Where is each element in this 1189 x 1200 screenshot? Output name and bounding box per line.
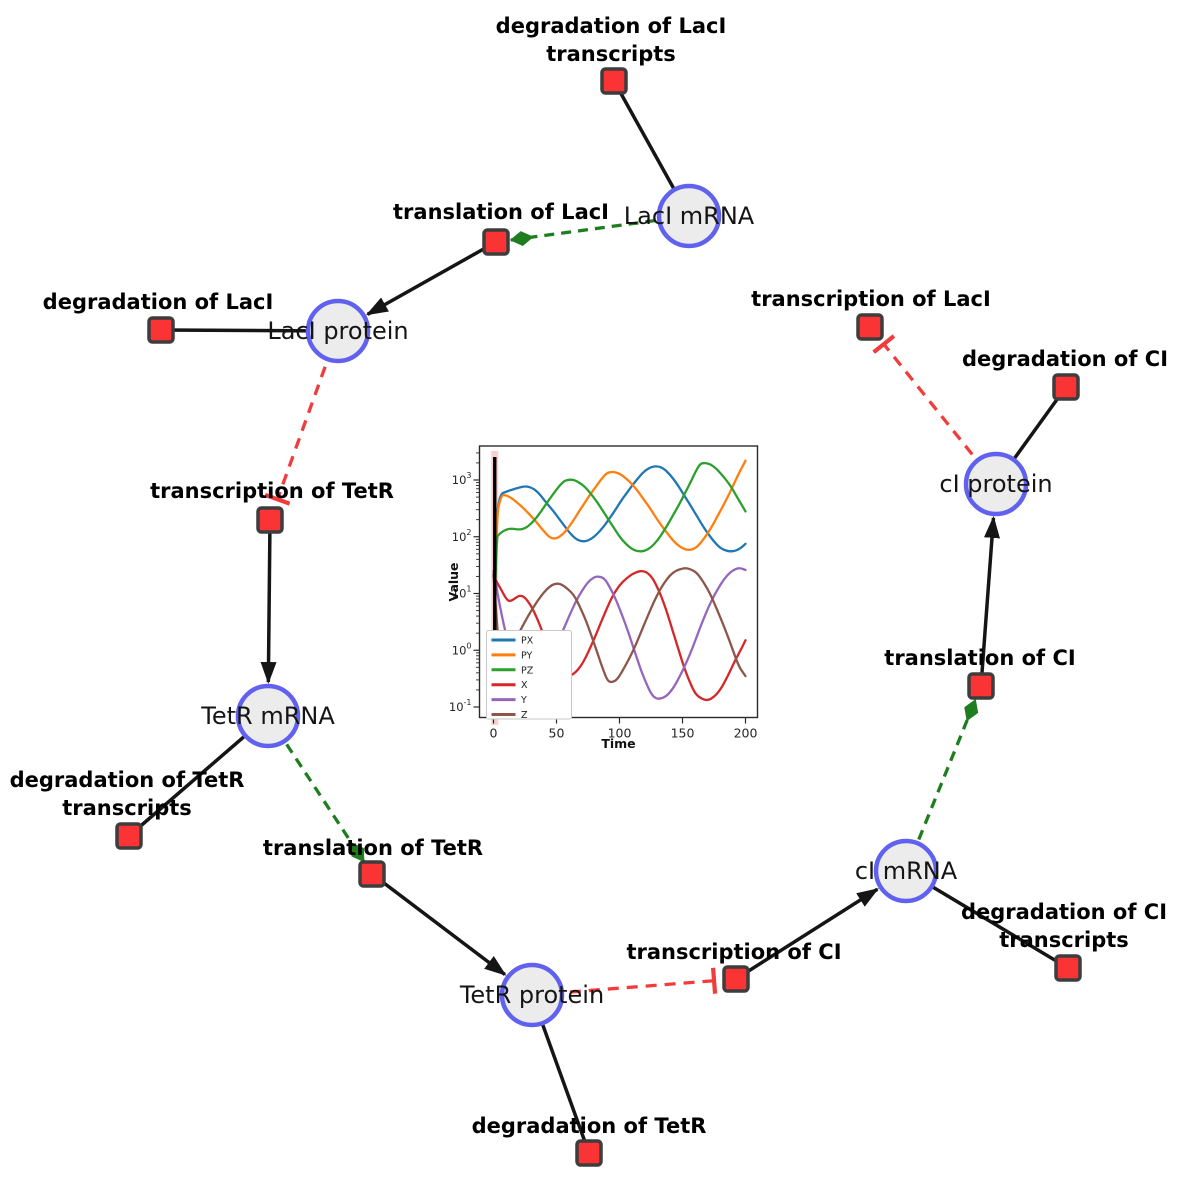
series-X [492, 569, 747, 702]
series-Z [492, 567, 747, 684]
x-tick-label: 0 [490, 726, 498, 741]
edge-translation_tetr-tetr_protein-arrow [370, 872, 507, 976]
series-PZ [492, 461, 747, 664]
legend-label-X: X [521, 680, 528, 691]
legend-label-Z: Z [521, 710, 528, 721]
reaction-label-deg_laci_tr-line1: degradation of LacI [496, 14, 727, 38]
reaction-label-translation_laci: translation of LacI [393, 200, 609, 224]
label-layer: LacI mRNA LacI protein TetR mRNA TetR prote… [10, 14, 1168, 1138]
reaction-node-transcription_tetr[interactable] [256, 506, 284, 534]
reaction-node-deg_tetr_tr[interactable] [115, 822, 143, 850]
legend-label-PY: PY [521, 650, 533, 661]
legend-label-PZ: PZ [521, 665, 534, 676]
species-node-ci_protein[interactable] [963, 451, 1029, 517]
species-node-laci_mrna[interactable] [656, 183, 722, 249]
legend-label-PX: PX [521, 636, 534, 647]
reaction-node-transcription_ci[interactable] [722, 965, 750, 993]
plot-frame [478, 445, 759, 719]
reaction-node-deg_ci[interactable] [1052, 373, 1080, 401]
x-tick-label: 50 [549, 726, 565, 741]
y-tick-label: 102 [452, 528, 472, 544]
series-PY [492, 459, 747, 664]
edge-translation_laci-laci_protein-arrow [365, 240, 497, 316]
edge-laci_mrna-translation_laci-modifier [509, 214, 690, 246]
species-node-ci_mrna[interactable] [873, 838, 939, 904]
reaction-label-deg_tetr_tr-line2: transcripts [62, 796, 192, 820]
reaction-label-deg_laci_tr-line2: transcripts [546, 42, 676, 66]
reaction-label-deg_ci_tr-line1: degradation of CI [961, 900, 1167, 924]
species-node-laci_protein[interactable] [305, 298, 371, 364]
reaction-node-translation_tetr[interactable] [358, 860, 386, 888]
reaction-label-translation_ci: translation of CI [884, 646, 1075, 670]
species-label-ci_protein: cI protein [939, 470, 1052, 498]
reaction-node-deg_tetr[interactable] [575, 1139, 603, 1167]
reaction-node-deg_laci_tr[interactable] [600, 67, 628, 95]
series-PX [492, 465, 747, 664]
reaction-label-translation_tetr: translation of TetR [263, 836, 483, 860]
y-tick-label: 100 [452, 641, 472, 657]
species-label-ci_mrna: cI mRNA [855, 857, 958, 885]
edge-transcription_tetr-tetr_mrna-arrow [260, 519, 277, 685]
reaction-label-deg_ci: degradation of CI [962, 347, 1168, 371]
edge-translation_ci-ci_protein-arrow [979, 515, 1000, 687]
reaction-label-transcription_laci: transcription of LacI [751, 287, 991, 311]
reaction-node-transcription_laci[interactable] [856, 313, 884, 341]
node-layer [115, 67, 1082, 1167]
reaction-label-transcription_tetr: transcription of TetR [150, 479, 394, 503]
edge-tetr_protein-transcription_ci-inhibition [531, 967, 718, 997]
reaction-label-deg_tetr_tr-line1: degradation of TetR [10, 768, 245, 792]
reaction-label-deg_tetr: degradation of TetR [472, 1114, 707, 1138]
reaction-node-deg_laci[interactable] [147, 316, 175, 344]
reaction-label-deg_laci: degradation of LacI [43, 290, 274, 314]
species-label-laci_mrna: LacI mRNA [624, 202, 755, 230]
legend-label-Y: Y [520, 695, 527, 706]
x-tick-label: 100 [608, 726, 632, 741]
y-tick-label: 10-1 [449, 698, 472, 714]
reaction-label-deg_ci_tr-line2: transcripts [999, 928, 1129, 952]
species-label-tetr_mrna: TetR mRNA [200, 702, 335, 730]
y-axis-label: Value [446, 562, 461, 601]
species-node-tetr_mrna[interactable] [235, 683, 301, 749]
y-tick-label: 103 [452, 471, 472, 487]
plot-legend: PX PY PZ XYZ [486, 630, 572, 721]
x-axis-label: Time [601, 736, 635, 751]
species-node-tetr_protein[interactable] [499, 962, 565, 1028]
reaction-label-transcription_ci: transcription of CI [626, 940, 841, 964]
edge-tetr_mrna-translation_tetr-modifier [266, 715, 366, 863]
reaction-node-translation_ci[interactable] [967, 672, 995, 700]
edge-transcription_ci-ci_mrna-arrow [735, 887, 879, 981]
edge-ci_mrna-translation_ci-modifier [904, 698, 979, 872]
species-label-tetr_protein: TetR protein [459, 981, 604, 1009]
x-tick-label: 150 [671, 726, 695, 741]
species-label-laci_protein: LacI protein [267, 317, 408, 345]
reaction-node-deg_ci_tr[interactable] [1054, 954, 1082, 982]
x-tick-label: 200 [734, 726, 758, 741]
reaction-node-translation_laci[interactable] [482, 228, 510, 256]
